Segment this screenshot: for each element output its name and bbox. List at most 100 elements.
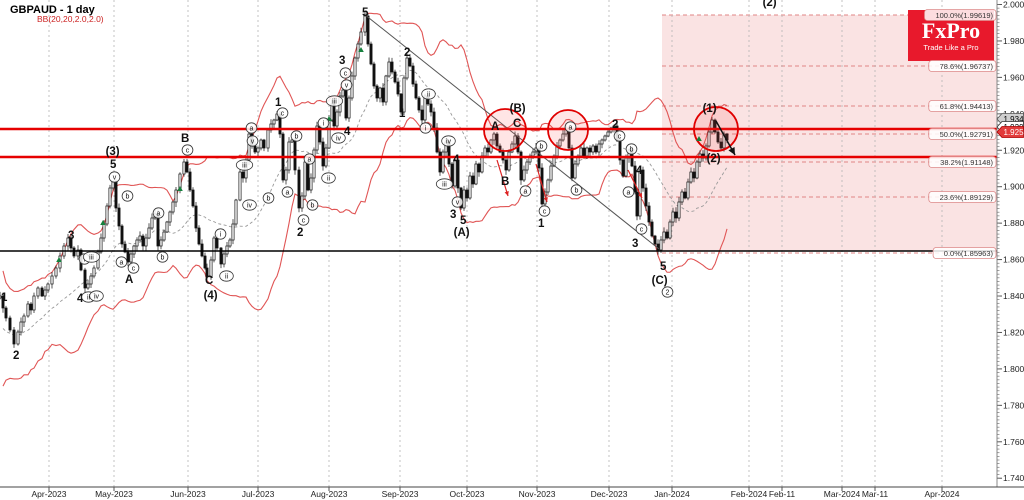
wave-label: 5 [460,215,467,227]
wave-sublabel: v [251,139,255,146]
wave-label: C [205,275,213,287]
candle-bullish [659,239,663,251]
candle-bullish [234,199,238,225]
candle-bullish [671,211,675,223]
wave-sublabel: b [575,188,579,195]
candle-bearish [471,175,475,185]
price-axis-label: 1.90000 [1003,182,1024,192]
wave-circle [519,185,532,197]
wave-label: 5 [660,261,667,273]
wave-label: (4) [204,290,218,302]
wave-circle [613,130,626,142]
candle-bullish [558,139,562,147]
time-axis-label: Sep-2023 [382,489,419,499]
wave-circle [622,186,635,198]
price-axis-label: 1.86000 [1003,255,1024,265]
candle-bearish [644,187,648,207]
logo-wordmark: FxPro [922,18,980,43]
wave-label: 3 [339,55,345,67]
wave-label: 2 [612,119,618,131]
candle-bearish [498,145,502,153]
wave-circle [262,192,275,204]
wave-label: 1 [1,292,8,304]
candle-bearish [69,237,73,249]
wave-sublabel: b [126,194,130,201]
candle-bullish [695,161,699,179]
candle-bearish [194,205,198,229]
wave-sublabel: c [640,227,644,234]
buy-arrow-icon [696,136,702,141]
wave-sublabel: b [295,134,299,141]
candle-bearish [653,235,657,245]
time-axis-label: Jan-2024 [654,489,690,499]
price-axis-label: 1.82000 [1003,327,1024,337]
wave-label: A [125,274,133,286]
time-axis[interactable] [0,487,1024,500]
fib-label: 78.6%(1.96737) [940,62,994,71]
wave-circle [82,251,101,263]
wave-sublabel: a [286,190,290,197]
candle-bearish [621,159,625,177]
candle-bearish [570,147,574,179]
buy-arrow-icon [56,257,62,262]
candle-bullish [441,151,445,173]
wave-circle [290,130,303,142]
candle-bullish [66,237,70,247]
wave-label: A [491,121,499,133]
wave-sublabel: c [344,71,348,78]
price-tag-layer: 1.934931.929101.92599 [996,113,1024,138]
wave-circle [321,172,336,184]
wave-label: 1 [399,108,406,120]
fib-label-box [928,128,997,140]
wave-sublabel: a [157,211,161,218]
candle-bearish [674,211,678,219]
wave-label: 3 [450,209,456,221]
candle-bearish [366,15,370,45]
candle-bullish [606,131,610,137]
candle-bullish [513,135,517,145]
fib-label: 23.6%(1.89129) [940,193,994,202]
wave-sublabel: a [569,125,573,132]
time-axis-label: May-2023 [95,489,133,499]
candle-bullish [686,181,690,199]
time-axis-label: Feb-2024 [731,489,768,499]
fib-label-box [928,191,997,203]
arrow-shaft [627,169,643,199]
candle-bearish [203,255,207,269]
wave-circle [281,186,294,198]
wave-circle [245,122,258,134]
candle-bullish [453,159,457,187]
wave-sublabel: ii [87,295,91,302]
wave-sublabel: c [543,209,547,216]
candle-bearish [40,287,44,297]
wave-label: (B) [510,103,526,115]
candle-bearish [417,97,421,111]
candle-bullish [92,267,96,277]
price-axis-label: 1.74000 [1003,473,1024,483]
price-axis-label: 1.98000 [1003,36,1024,46]
candle-bullish [168,211,172,223]
candle-bullish [347,97,351,119]
wave-circle [127,262,140,274]
candle-bullish [225,245,229,255]
candle-bearish [1,295,5,309]
wave-sublabel: a [250,126,254,133]
wave-sublabel: iii [332,99,337,106]
candle-bullish [591,145,595,153]
wave-sublabel: iii [242,163,247,170]
wave-label-layer: 213(3)54ABC(4)1234521435(A)A(B)CB12435(C… [1,0,777,362]
wave-label: 4 [77,293,84,305]
wave-label: (2) [763,0,777,9]
wave-sublabel: iii [442,182,447,189]
chart-canvas[interactable] [0,0,997,487]
candle-bullish [54,267,58,277]
candle-bullish [359,31,363,45]
candle-bearish [716,131,720,143]
wave-circle [219,270,234,282]
candle-bullish [677,201,681,219]
wave-label: 4 [344,126,351,138]
candle-bullish [0,295,2,299]
candle-bullish [231,223,235,241]
candle-bullish [662,231,666,241]
wave-sublabel: b [161,255,165,262]
